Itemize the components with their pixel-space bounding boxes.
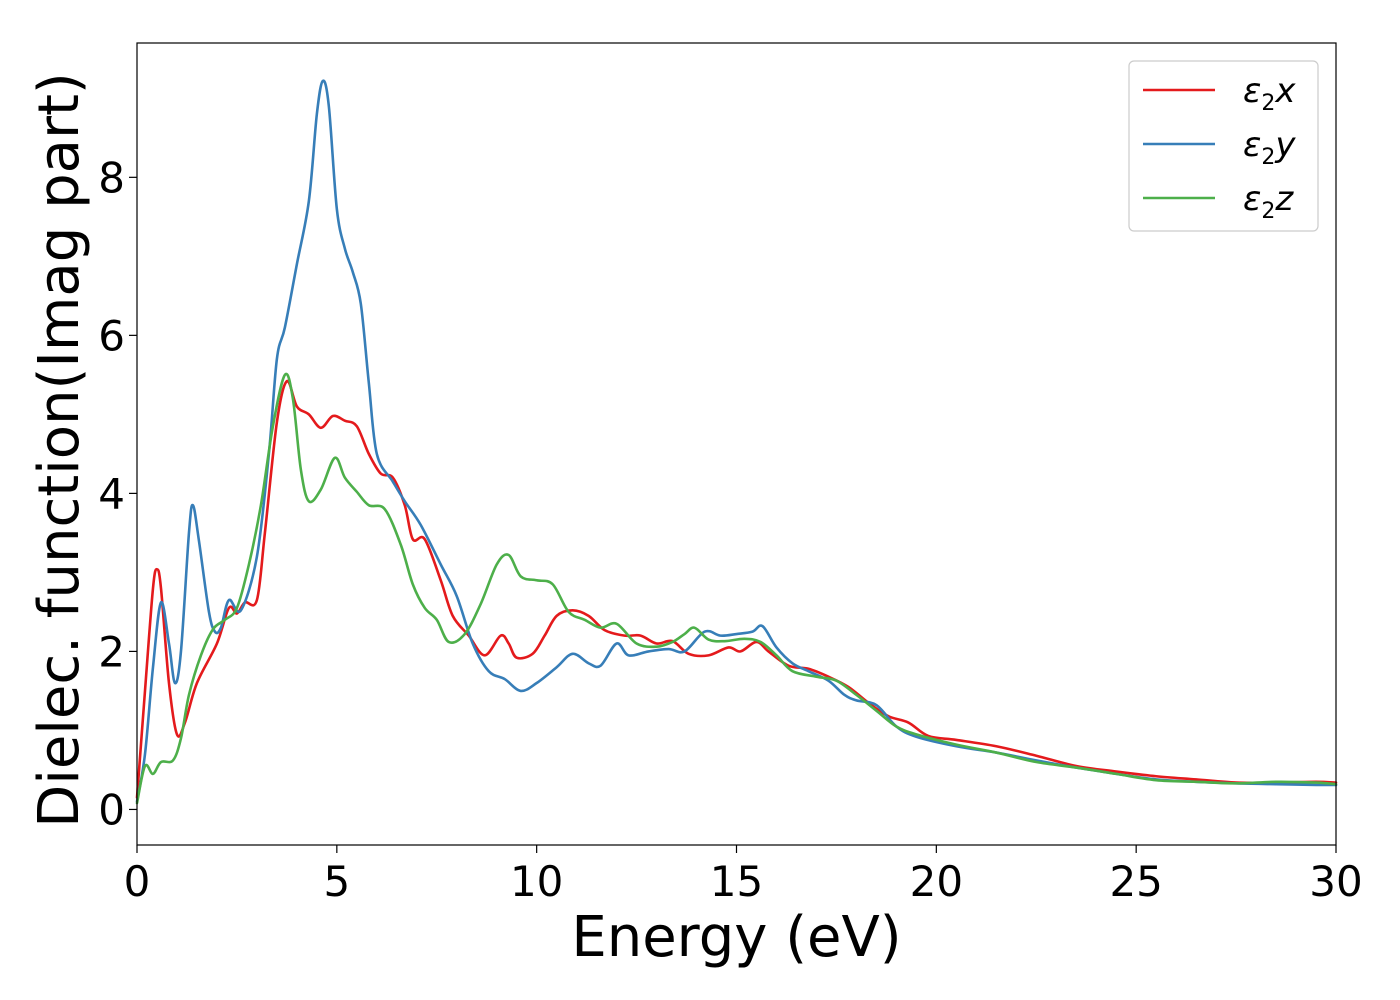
x-tick-label: 30 [1309, 857, 1362, 906]
x-tick-label: 20 [910, 857, 963, 906]
x-axis-ticks: 0 5 10 15 20 25 30 [124, 845, 1363, 906]
y-tick-label: 0 [98, 785, 125, 834]
x-tick-label: 5 [323, 857, 350, 906]
x-tick-label: 25 [1109, 857, 1162, 906]
y-tick-label: 2 [98, 627, 125, 676]
series-line-x [135, 379, 1338, 799]
series-line-y [135, 79, 1338, 803]
y-axis-title: Dielec. function(Imag part) [27, 72, 92, 828]
y-axis-ticks: 0 2 4 6 8 [98, 153, 137, 834]
legend-label-y: ε2y [1243, 125, 1296, 170]
x-tick-label: 0 [124, 857, 151, 906]
series-layer [135, 79, 1338, 805]
legend: ε2x ε2y ε2z [1128, 60, 1319, 232]
legend-label-z: ε2z [1243, 179, 1294, 224]
y-tick-label: 4 [98, 469, 125, 518]
x-tick-label: 15 [710, 857, 763, 906]
y-tick-label: 6 [98, 311, 125, 360]
y-tick-label: 8 [98, 153, 125, 202]
legend-box [1128, 60, 1319, 232]
x-tick-label: 10 [510, 857, 563, 906]
series-line-z [135, 372, 1338, 805]
legend-label-x: ε2x [1243, 71, 1296, 116]
x-axis-title: Energy (eV) [571, 905, 901, 970]
